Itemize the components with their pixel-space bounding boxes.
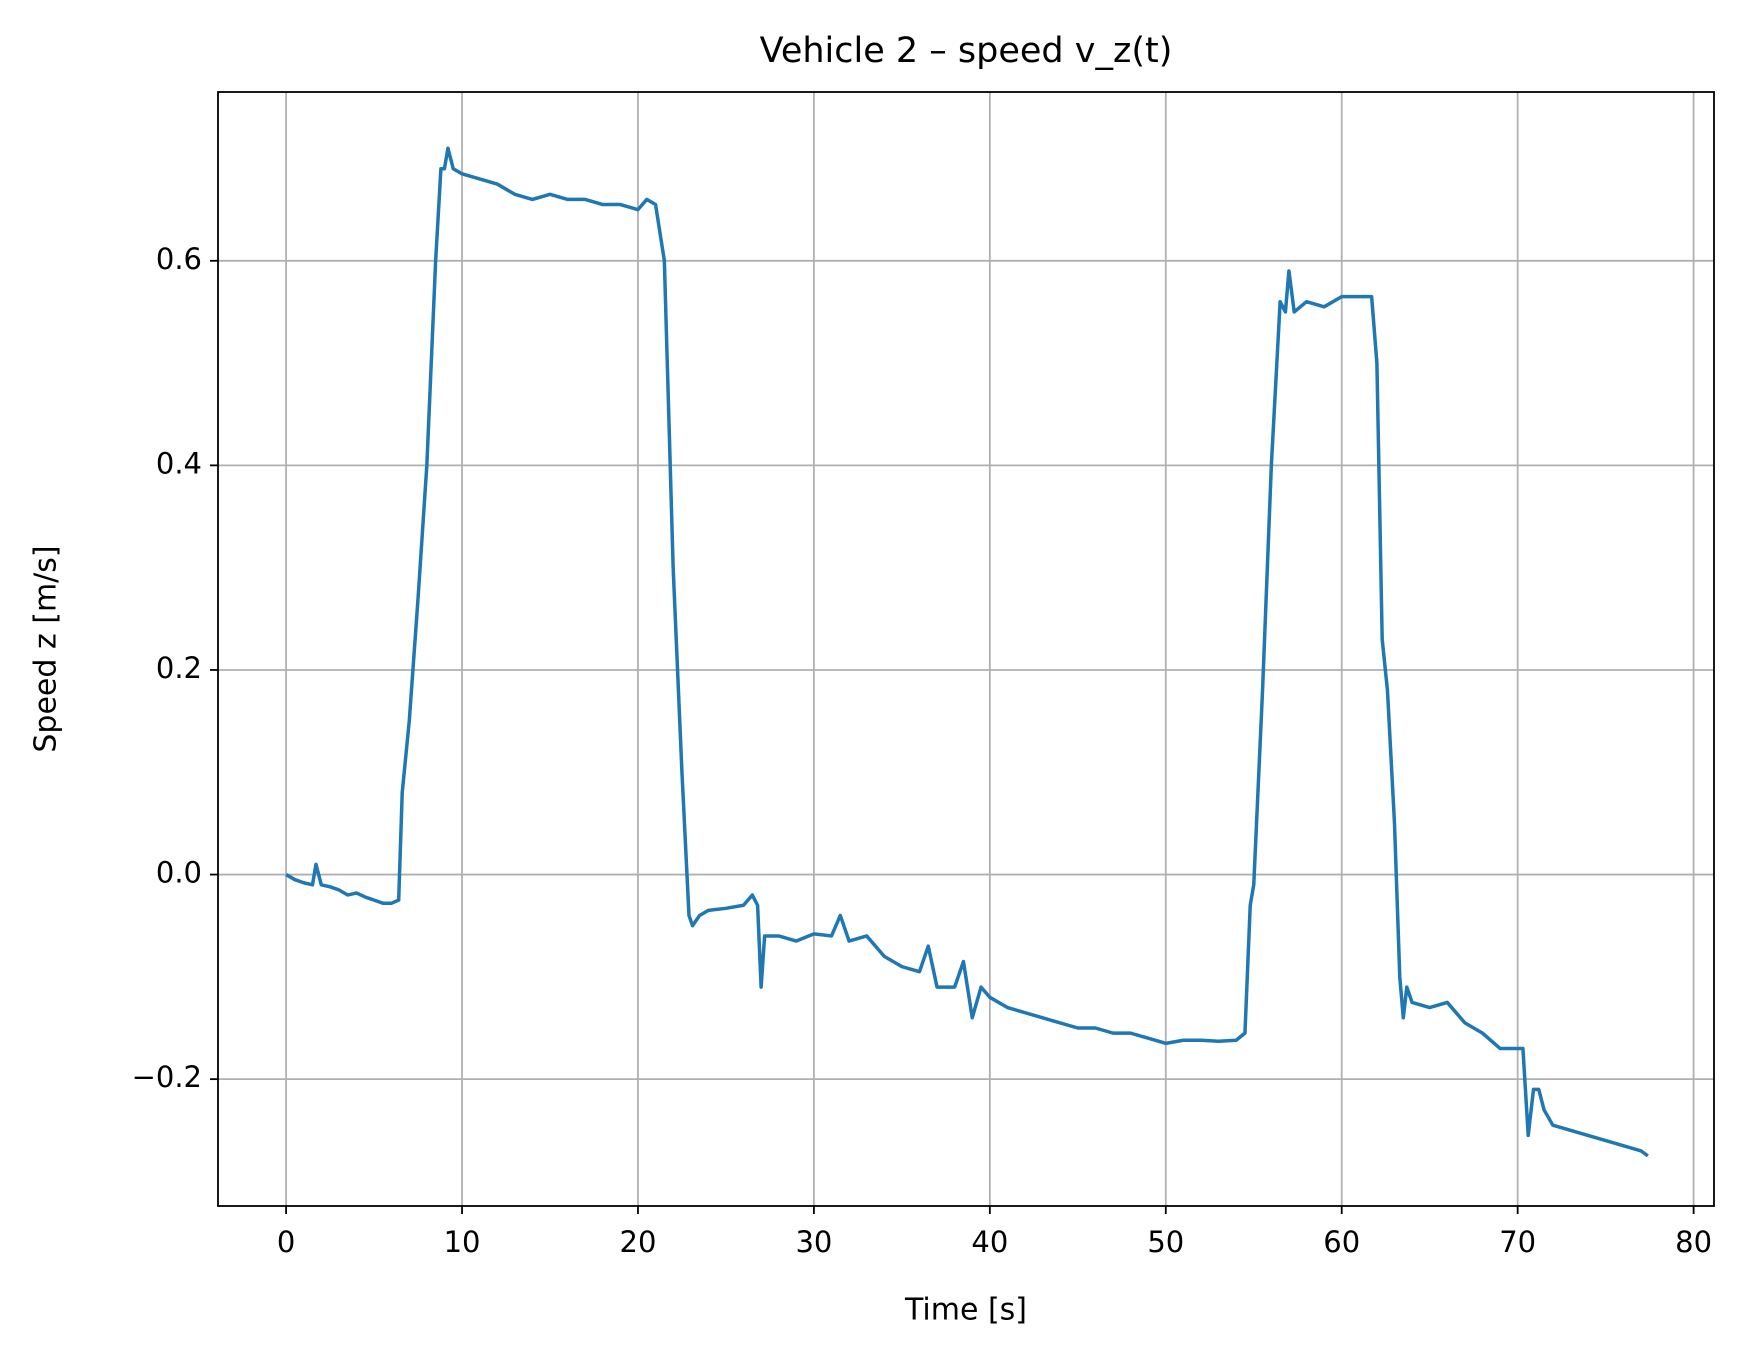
x-tick-label: 10 xyxy=(444,1225,481,1259)
x-tick-label: 30 xyxy=(795,1225,832,1259)
x-tick-label: 80 xyxy=(1675,1225,1712,1259)
y-tick-label: 0.6 xyxy=(156,242,202,276)
plot-frame xyxy=(217,91,1715,1207)
y-tick-label: 0.4 xyxy=(156,446,202,480)
chart-title: Vehicle 2 – speed v_z(t) xyxy=(760,31,1173,71)
x-tick-label: 40 xyxy=(971,1225,1008,1259)
x-tick-label: 20 xyxy=(620,1225,657,1259)
y-axis-title: Speed z [m/s] xyxy=(29,545,64,752)
y-tick-label: 0.0 xyxy=(156,856,202,890)
x-tick-label: 70 xyxy=(1499,1225,1536,1259)
x-tick-label: 60 xyxy=(1323,1225,1360,1259)
x-tick-label: 50 xyxy=(1147,1225,1184,1259)
y-tick-label: 0.2 xyxy=(156,651,202,685)
data-line xyxy=(285,146,1649,1158)
y-tick-label: −0.2 xyxy=(132,1060,202,1094)
x-tick-label: 0 xyxy=(277,1225,295,1259)
x-axis-title: Time [s] xyxy=(904,1293,1027,1328)
